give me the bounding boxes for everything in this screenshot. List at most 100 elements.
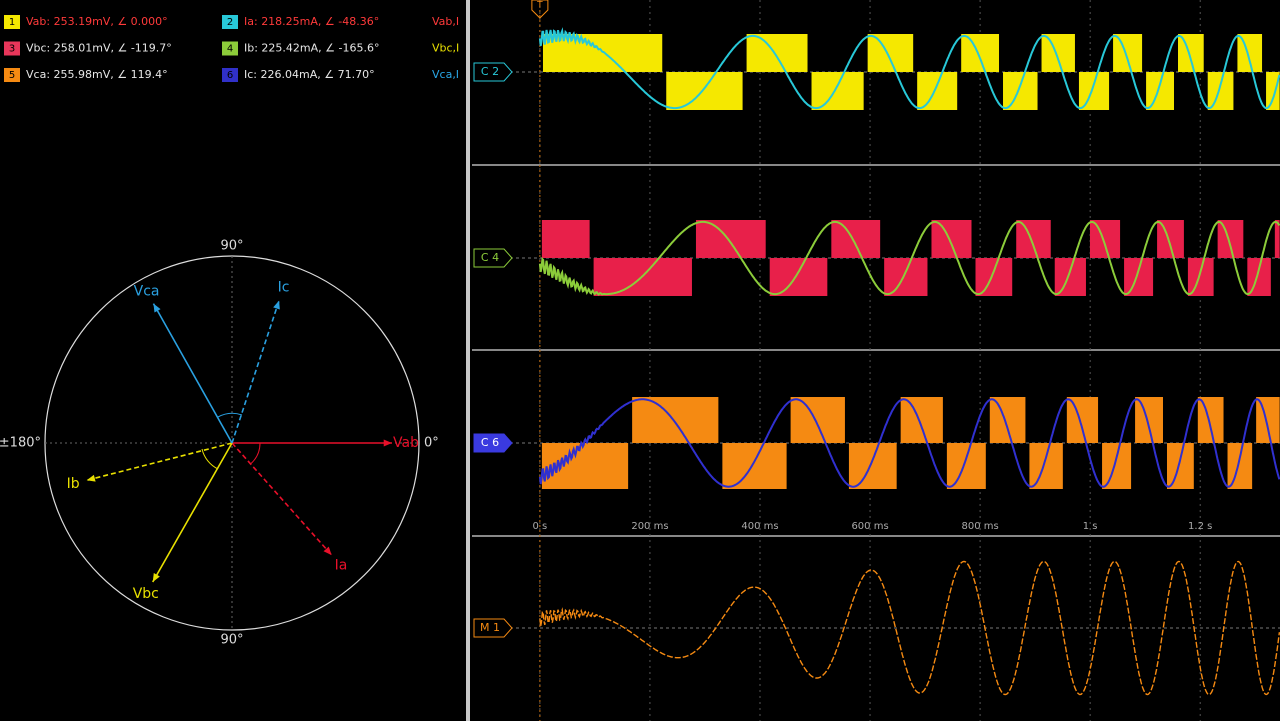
pwm-block: [790, 397, 845, 443]
legend-box-number: 2: [227, 17, 233, 28]
channel-badge: [473, 618, 513, 638]
pwm-block: [961, 34, 1000, 72]
channel-badge: [473, 433, 513, 453]
legend-text: Ia: 218.25mA, ∠ -48.36°: [244, 15, 379, 28]
x-tick-label: 200 ms: [631, 521, 668, 532]
phasor: Ib: [67, 442, 233, 492]
pwm-block: [695, 220, 766, 258]
pwm-block: [1041, 34, 1075, 72]
legend-text-truncated: Vab,I: [432, 15, 459, 28]
axis-label: 90°: [220, 239, 243, 254]
phasor-vector: [231, 300, 280, 444]
pwm-block: [769, 258, 828, 296]
axis-label: 90°: [220, 633, 243, 648]
pwm-block: [1089, 220, 1121, 258]
legend-box: [4, 15, 20, 29]
pwm-block: [1237, 34, 1263, 72]
pwm-block: [1177, 34, 1204, 72]
channel-label: C 4: [481, 251, 499, 264]
pwm-block: [1217, 220, 1244, 258]
channel-label: C 6: [481, 436, 499, 449]
arrow-head: [86, 474, 96, 482]
pwm-block: [1078, 72, 1110, 110]
pwm-block: [1266, 72, 1280, 110]
pwm-block: [1256, 397, 1280, 443]
pwm-block: [1227, 443, 1253, 489]
pwm-block: [848, 443, 897, 489]
pwm-block: [1003, 72, 1038, 110]
pwm-block: [884, 258, 928, 296]
pwm-block: [811, 72, 864, 110]
phasor-label: Vab: [393, 435, 419, 451]
pwm-block: [1274, 220, 1280, 258]
arrow-head: [152, 573, 160, 582]
channel-badge: [473, 62, 513, 82]
phasor-vector: [152, 442, 233, 583]
pwm-block: [1187, 258, 1214, 296]
channel-badge: [473, 248, 513, 268]
arrow-head: [383, 439, 392, 447]
legend-text-truncated: Vbc,I: [432, 42, 459, 55]
phasor-vector: [152, 303, 233, 444]
legend-text: Vab: 253.19mV, ∠ 0.000°: [26, 15, 168, 28]
phasor: Ia: [231, 442, 348, 574]
pwm-block: [831, 220, 881, 258]
pwm-block: [541, 220, 590, 258]
legend-box: [222, 41, 238, 56]
trigger-label: T: [536, 1, 543, 11]
legend-box-number: 4: [227, 44, 233, 55]
x-tick-label: 800 ms: [961, 521, 998, 532]
trigger-marker: [531, 0, 549, 19]
pwm-block: [931, 220, 972, 258]
legend-box-number: 6: [227, 70, 233, 81]
pwm-block: [1113, 34, 1143, 72]
phasor-label: Ic: [278, 279, 290, 295]
phasor: Vbc: [133, 442, 233, 602]
legend-box-number: 1: [9, 17, 15, 28]
pwm-block: [1166, 443, 1194, 489]
pwm-block: [1146, 72, 1174, 110]
legend-box: [222, 68, 238, 82]
legend-box-number: 5: [9, 70, 15, 81]
x-tick-label: 400 ms: [741, 521, 778, 532]
pwm-block: [975, 258, 1013, 296]
pwm-block: [1157, 220, 1184, 258]
legend-box-number: 3: [9, 44, 15, 55]
phasor-label: Ib: [67, 476, 80, 492]
pwm-block: [666, 72, 743, 110]
angle-arc: [250, 442, 261, 465]
pwm-block: [989, 397, 1026, 443]
legend-box: [222, 15, 238, 29]
phasor-vector: [86, 442, 233, 482]
pwm-block: [722, 443, 787, 489]
pwm-block: [1124, 258, 1154, 296]
pwm-block: [1197, 397, 1224, 443]
legend-text: Ib: 225.42mA, ∠ -165.6°: [244, 42, 379, 55]
pwm-block: [632, 397, 719, 443]
legend-box: [4, 68, 20, 82]
pwm-block: [1135, 397, 1163, 443]
arrow-head: [153, 303, 161, 313]
axis-label: ±180°: [0, 436, 41, 451]
pwm-block: [1066, 397, 1099, 443]
legend-text: Vbc: 258.01mV, ∠ -119.7°: [26, 42, 172, 55]
axis-label: 0°: [424, 436, 439, 451]
x-tick-label: 1.2 s: [1188, 521, 1212, 532]
pwm-block: [917, 72, 958, 110]
legend-text: Ic: 226.04mA, ∠ 71.70°: [244, 68, 375, 81]
pwm-block: [900, 397, 943, 443]
phasor-vector: [231, 442, 333, 556]
phasor-label: Ia: [335, 558, 348, 574]
pwm-block: [1029, 443, 1063, 489]
x-tick-label: 600 ms: [851, 521, 888, 532]
pwm-block: [1016, 220, 1051, 258]
legend-text-truncated: Vca,I: [432, 68, 459, 81]
phasor-label: Vca: [134, 283, 160, 299]
pwm-block: [867, 34, 914, 72]
arrow-head: [273, 300, 280, 310]
pwm-block: [746, 34, 808, 72]
waveform: [539, 560, 1280, 696]
channel-label: C 2: [481, 65, 499, 78]
x-tick-label: 1 s: [1083, 521, 1098, 532]
